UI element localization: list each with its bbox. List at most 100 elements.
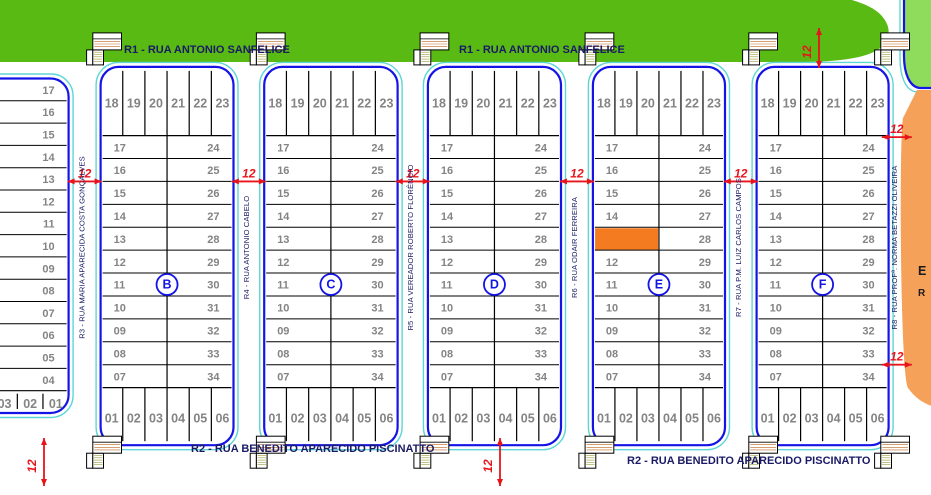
- svg-text:30: 30: [535, 280, 547, 292]
- svg-text:33: 33: [535, 348, 547, 360]
- svg-text:20: 20: [149, 96, 163, 110]
- svg-text:10: 10: [770, 303, 782, 315]
- svg-text:25: 25: [535, 165, 547, 177]
- svg-text:02: 02: [783, 411, 797, 425]
- svg-text:24: 24: [207, 142, 220, 154]
- svg-text:10: 10: [441, 303, 453, 315]
- svg-text:16: 16: [114, 165, 126, 177]
- svg-text:16: 16: [441, 165, 453, 177]
- svg-text:02: 02: [619, 411, 633, 425]
- svg-text:R4 - RUA ANTONIO CABELO: R4 - RUA ANTONIO CABELO: [242, 196, 251, 299]
- svg-text:17: 17: [42, 85, 54, 97]
- svg-text:11: 11: [770, 280, 782, 292]
- svg-text:17: 17: [277, 142, 289, 154]
- svg-text:21: 21: [663, 96, 677, 110]
- svg-text:09: 09: [441, 326, 453, 338]
- svg-text:31: 31: [699, 303, 711, 315]
- svg-text:30: 30: [371, 280, 383, 292]
- svg-text:33: 33: [207, 348, 219, 360]
- svg-text:05: 05: [193, 411, 207, 425]
- svg-text:26: 26: [207, 188, 219, 200]
- svg-text:14: 14: [277, 211, 290, 223]
- svg-text:29: 29: [699, 257, 711, 269]
- svg-text:26: 26: [862, 188, 874, 200]
- svg-text:32: 32: [535, 326, 547, 338]
- svg-text:15: 15: [277, 188, 289, 200]
- svg-text:03: 03: [805, 411, 819, 425]
- svg-text:08: 08: [441, 348, 453, 360]
- svg-text:07: 07: [606, 371, 618, 383]
- svg-text:R3 - RUA MARIA APARECIDA COSTA: R3 - RUA MARIA APARECIDA COSTA GONÇALVES: [78, 156, 87, 339]
- svg-text:15: 15: [770, 188, 782, 200]
- svg-text:04: 04: [335, 411, 349, 425]
- svg-text:22: 22: [685, 96, 699, 110]
- svg-text:08: 08: [770, 348, 782, 360]
- svg-text:06: 06: [543, 411, 557, 425]
- svg-text:01: 01: [268, 411, 282, 425]
- svg-text:09: 09: [770, 326, 782, 338]
- svg-text:28: 28: [371, 234, 383, 246]
- svg-text:16: 16: [42, 107, 54, 119]
- svg-text:34: 34: [207, 371, 220, 383]
- svg-text:02: 02: [291, 411, 305, 425]
- svg-text:03: 03: [0, 397, 12, 411]
- svg-text:B: B: [163, 278, 172, 292]
- svg-text:08: 08: [277, 348, 289, 360]
- svg-text:01: 01: [761, 411, 775, 425]
- svg-text:18: 18: [105, 96, 119, 110]
- svg-text:23: 23: [871, 96, 885, 110]
- svg-text:30: 30: [699, 280, 711, 292]
- svg-text:19: 19: [619, 96, 633, 110]
- svg-text:11: 11: [114, 280, 126, 292]
- svg-text:04: 04: [171, 411, 185, 425]
- svg-text:05: 05: [521, 411, 535, 425]
- svg-text:E: E: [655, 278, 663, 292]
- svg-text:17: 17: [441, 142, 453, 154]
- svg-text:12: 12: [570, 166, 584, 180]
- svg-text:12: 12: [481, 459, 495, 473]
- svg-text:21: 21: [499, 96, 513, 110]
- svg-text:13: 13: [42, 174, 54, 186]
- svg-text:18: 18: [268, 96, 282, 110]
- svg-text:21: 21: [827, 96, 841, 110]
- svg-text:R7 - RUA P.M. LUIZ CARLOS CAMP: R7 - RUA P.M. LUIZ CARLOS CAMPOS: [734, 178, 743, 317]
- svg-text:34: 34: [699, 371, 712, 383]
- svg-text:12: 12: [441, 257, 453, 269]
- svg-text:16: 16: [606, 165, 618, 177]
- svg-text:26: 26: [699, 188, 711, 200]
- svg-text:23: 23: [707, 96, 721, 110]
- svg-text:15: 15: [114, 188, 126, 200]
- svg-text:32: 32: [207, 326, 219, 338]
- svg-text:05: 05: [849, 411, 863, 425]
- svg-text:12: 12: [890, 350, 904, 364]
- svg-text:09: 09: [277, 326, 289, 338]
- svg-text:14: 14: [770, 211, 783, 223]
- svg-text:R6 - RUA ODAIR FERREIRA: R6 - RUA ODAIR FERREIRA: [570, 196, 579, 298]
- svg-text:03: 03: [641, 411, 655, 425]
- svg-text:19: 19: [127, 96, 141, 110]
- svg-text:13: 13: [114, 234, 126, 246]
- svg-text:04: 04: [663, 411, 677, 425]
- svg-text:26: 26: [535, 188, 547, 200]
- svg-text:18: 18: [761, 96, 775, 110]
- svg-text:12: 12: [25, 459, 39, 473]
- svg-text:27: 27: [699, 211, 711, 223]
- svg-text:09: 09: [606, 326, 618, 338]
- svg-text:27: 27: [535, 211, 547, 223]
- svg-text:09: 09: [114, 326, 126, 338]
- svg-text:33: 33: [862, 348, 874, 360]
- svg-text:10: 10: [42, 241, 54, 253]
- svg-text:13: 13: [770, 234, 782, 246]
- svg-text:13: 13: [441, 234, 453, 246]
- svg-text:01: 01: [597, 411, 611, 425]
- svg-text:12: 12: [277, 257, 289, 269]
- svg-text:08: 08: [606, 348, 618, 360]
- svg-text:28: 28: [535, 234, 547, 246]
- svg-text:33: 33: [371, 348, 383, 360]
- svg-text:06: 06: [707, 411, 721, 425]
- svg-text:12: 12: [770, 257, 782, 269]
- svg-text:20: 20: [805, 96, 819, 110]
- svg-text:24: 24: [699, 142, 712, 154]
- svg-text:06: 06: [871, 411, 885, 425]
- svg-text:11: 11: [606, 280, 618, 292]
